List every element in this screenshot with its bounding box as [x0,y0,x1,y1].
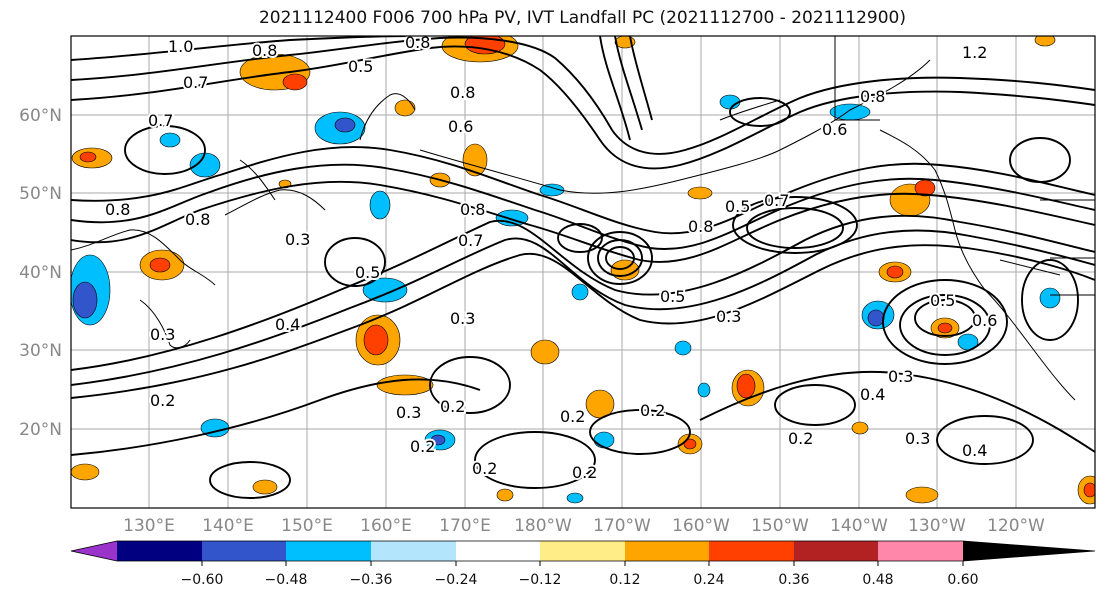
contour-label: 0.2 [788,429,813,448]
contour-label: 0.2 [472,459,497,478]
contour-label: 0.8 [105,200,130,219]
contour-label: 0.8 [405,33,430,52]
colorbar: −0.60 −0.48 −0.36 −0.24 −0.12 0.12 0.24 … [70,540,1096,588]
contour-label: 0.2 [440,397,465,416]
map-frame [70,35,1096,509]
colorbar-tick-label: 0.12 [609,572,640,588]
lon-label: 160°W [672,516,730,536]
contour-label: 0.6 [972,311,997,330]
ivt-shading [71,36,1095,505]
colorbar-segment [202,541,286,561]
lon-label: 120°W [987,516,1045,536]
lon-axis: 130°E 140°E 150°E 160°E 170°E 180°W 170°… [123,516,1045,536]
contour-label: 0.4 [962,441,987,460]
contour-label: 0.2 [572,463,597,482]
lat-label: 60°N [19,106,62,126]
lon-label: 160°E [360,516,412,536]
contour-label: 0.5 [660,287,685,306]
lon-label: 140°W [830,516,888,536]
colorbar-tick-label: −0.24 [435,572,478,588]
lon-label: 150°W [751,516,809,536]
lon-label: 130°E [123,516,175,536]
lon-label: 150°E [281,516,333,536]
lon-label: 170°W [593,516,651,536]
contour-label: 0.7 [148,111,173,130]
contour-label: 0.2 [560,407,585,426]
contour-label: 0.3 [396,403,421,422]
lat-axis: 60°N 50°N 40°N 30°N 20°N [19,106,62,440]
colorbar-segment [963,541,1095,561]
lat-label: 40°N [19,263,62,283]
colorbar-segment [709,541,794,561]
coastlines [71,36,1095,401]
pv-contours [71,36,1095,499]
contour-label: 0.4 [275,315,300,334]
colorbar-tick-label: 0.36 [778,572,809,588]
colorbar-segment [794,541,878,561]
lon-label: 140°E [202,516,254,536]
contour-label: 0.2 [150,391,175,410]
lat-label: 50°N [19,184,62,204]
contour-label: 0.8 [460,200,485,219]
contour-label: 0.8 [450,83,475,102]
contour-label: 0.4 [860,385,885,404]
contour-label: 0.5 [348,57,373,76]
colorbar-segment [117,541,202,561]
contour-label: 0.7 [764,191,789,210]
colorbar-segment [71,541,117,561]
contour-label: 1.2 [962,43,987,62]
colorbar-segment [878,541,963,561]
contour-label: 0.6 [822,120,847,139]
lon-label: 170°E [439,516,491,536]
contour-label: 0.2 [640,401,665,420]
colorbar-tick-label: −0.12 [519,572,562,588]
contour-label: 0.8 [185,210,210,229]
contour-label: 0.5 [355,263,380,282]
colorbar-tick-label: 0.24 [693,572,724,588]
contour-label: 0.5 [930,291,955,310]
colorbar-segment [456,541,540,561]
colorbar-tick-label: −0.36 [350,572,393,588]
contour-label: 0.7 [183,73,208,92]
colorbar-tick-label: 0.48 [862,572,893,588]
colorbar-segment [540,541,625,561]
colorbar-tick-label: −0.60 [181,572,224,588]
contour-label: 0.2 [410,437,435,456]
colorbar-segment [625,541,709,561]
contour-label: 0.8 [688,217,713,236]
colorbar-tick-label: 0.60 [947,572,978,588]
contour-label: 0.6 [448,117,473,136]
contour-label: 0.5 [725,197,750,216]
contour-label: 0.3 [905,429,930,448]
contour-label: 0.3 [285,230,310,249]
colorbar-segment [286,541,371,561]
contour-label: 1.0 [168,37,193,56]
lon-label: 180°W [514,516,572,536]
lon-label: 130°W [908,516,966,536]
contour-label: 0.8 [252,41,277,60]
lat-label: 20°N [19,420,62,440]
contour-label: 0.3 [450,309,475,328]
contour-label: 0.3 [150,325,175,344]
lat-label: 30°N [19,341,62,361]
colorbar-tick-label: −0.48 [265,572,308,588]
contour-label: 0.8 [860,87,885,106]
colorbar-segment [371,541,456,561]
contour-label: 0.7 [458,231,483,250]
contour-label-layer: 1.0 0.8 0.5 0.8 1.2 0.7 0.8 0.6 0.8 0.7 … [103,31,999,484]
map-title: 2021112400 F006 700 hPa PV, IVT Landfall… [258,8,906,28]
contour-label: 0.3 [888,367,913,386]
contour-label: 0.3 [716,307,741,326]
